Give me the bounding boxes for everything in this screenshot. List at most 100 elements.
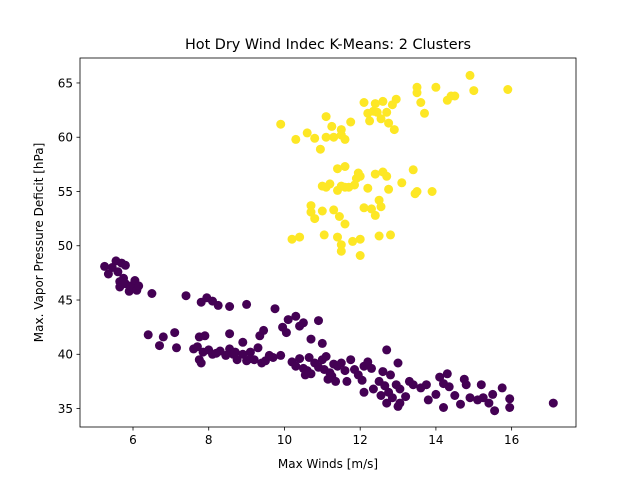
scatter-point bbox=[395, 384, 405, 394]
scatter-point bbox=[253, 343, 263, 353]
scatter-point bbox=[380, 381, 390, 391]
scatter-point bbox=[181, 291, 191, 301]
scatter-point bbox=[300, 370, 310, 380]
scatter-point bbox=[368, 384, 378, 394]
scatter-point bbox=[295, 354, 305, 364]
scatter-point bbox=[336, 130, 346, 140]
scatter-point bbox=[325, 179, 335, 189]
y-tick-label: 55 bbox=[58, 185, 73, 199]
scatter-point bbox=[359, 98, 369, 107]
scatter-point bbox=[420, 108, 429, 118]
scatter-point bbox=[365, 116, 375, 126]
scatter-point bbox=[103, 269, 113, 279]
scatter-point bbox=[469, 86, 479, 96]
scatter-point bbox=[348, 236, 358, 246]
scatter-point bbox=[327, 121, 337, 131]
scatter-point bbox=[302, 128, 312, 138]
scatter-point bbox=[461, 380, 471, 390]
scatter-point bbox=[283, 315, 293, 325]
scatter-point bbox=[431, 389, 441, 399]
scatter-point bbox=[287, 234, 297, 244]
scatter-point bbox=[336, 246, 346, 256]
scatter-point bbox=[372, 107, 382, 117]
scatter-point bbox=[331, 376, 341, 386]
scatter-point bbox=[357, 375, 367, 385]
scatter-point bbox=[317, 206, 327, 216]
scatter-point bbox=[340, 219, 350, 229]
scatter-point bbox=[408, 165, 418, 175]
scatter-point bbox=[374, 231, 384, 241]
scatter-point bbox=[276, 350, 286, 360]
scatter-point bbox=[319, 230, 329, 240]
scatter-point bbox=[321, 132, 331, 142]
scatter-point bbox=[359, 203, 369, 213]
scatter-point bbox=[259, 325, 269, 335]
chart-title: Hot Dry Wind Indec K-Means: 2 Clusters bbox=[185, 37, 471, 53]
scatter-point bbox=[333, 164, 342, 174]
scatter-point bbox=[384, 184, 394, 194]
scatter-point bbox=[306, 201, 316, 211]
scatter-point bbox=[476, 380, 486, 390]
scatter-point bbox=[505, 394, 515, 404]
x-tick-label: 6 bbox=[129, 433, 137, 447]
scatter-point bbox=[334, 212, 344, 221]
scatter-point bbox=[200, 331, 210, 341]
scatter-point bbox=[423, 395, 433, 405]
scatter-point bbox=[435, 372, 445, 382]
scatter-point bbox=[465, 393, 475, 403]
scatter-point bbox=[382, 171, 392, 181]
scatter-point bbox=[382, 345, 392, 355]
scatter-point bbox=[431, 82, 441, 92]
scatter-point bbox=[505, 403, 515, 412]
scatter-point bbox=[238, 349, 248, 359]
scatter-point bbox=[221, 350, 231, 360]
x-axis-ticks: 6 8 10 12 14 16 bbox=[129, 427, 519, 447]
scatter-point bbox=[421, 380, 431, 390]
scatter-points bbox=[100, 70, 558, 416]
scatter-point bbox=[276, 119, 286, 129]
scatter-point bbox=[321, 352, 331, 361]
x-tick-label: 12 bbox=[353, 433, 368, 447]
y-tick-label: 45 bbox=[58, 293, 73, 307]
scatter-point bbox=[317, 338, 327, 348]
scatter-point bbox=[346, 117, 356, 127]
scatter-point bbox=[389, 125, 399, 135]
scatter-point bbox=[478, 393, 488, 403]
scatter-point bbox=[291, 361, 301, 371]
scatter-point bbox=[310, 133, 320, 143]
x-tick-label: 8 bbox=[205, 433, 213, 447]
plot-frame bbox=[79, 57, 577, 428]
scatter-point bbox=[225, 302, 235, 311]
scatter-point bbox=[503, 85, 513, 94]
y-tick-label: 35 bbox=[58, 402, 73, 416]
x-axis-label: Max Winds [m/s] bbox=[278, 457, 378, 471]
scatter-point bbox=[295, 232, 305, 242]
scatter-point bbox=[439, 403, 448, 412]
scatter-point bbox=[442, 369, 452, 379]
scatter-point bbox=[230, 347, 240, 357]
scatter-point bbox=[393, 401, 403, 411]
scatter-point bbox=[450, 91, 460, 101]
scatter-point bbox=[323, 374, 333, 384]
scatter-point bbox=[143, 330, 153, 340]
scatter-point bbox=[315, 144, 325, 154]
scatter-point bbox=[393, 358, 403, 368]
scatter-point bbox=[158, 332, 168, 342]
scatter-point bbox=[488, 389, 498, 399]
scatter-point bbox=[134, 281, 144, 291]
y-tick-label: 60 bbox=[58, 131, 73, 145]
scatter-point bbox=[391, 94, 401, 104]
scatter-point bbox=[386, 230, 395, 240]
scatter-point bbox=[378, 367, 388, 377]
scatter-point bbox=[370, 99, 380, 109]
x-tick-label: 14 bbox=[428, 433, 443, 447]
scatter-point bbox=[196, 358, 206, 368]
y-tick-label: 50 bbox=[58, 239, 73, 253]
scatter-point bbox=[382, 107, 392, 117]
scatter-point bbox=[304, 353, 314, 362]
scatter-point bbox=[376, 391, 386, 400]
scatter-point bbox=[367, 363, 376, 373]
scatter-point bbox=[384, 118, 394, 128]
scatter-point bbox=[321, 112, 331, 122]
